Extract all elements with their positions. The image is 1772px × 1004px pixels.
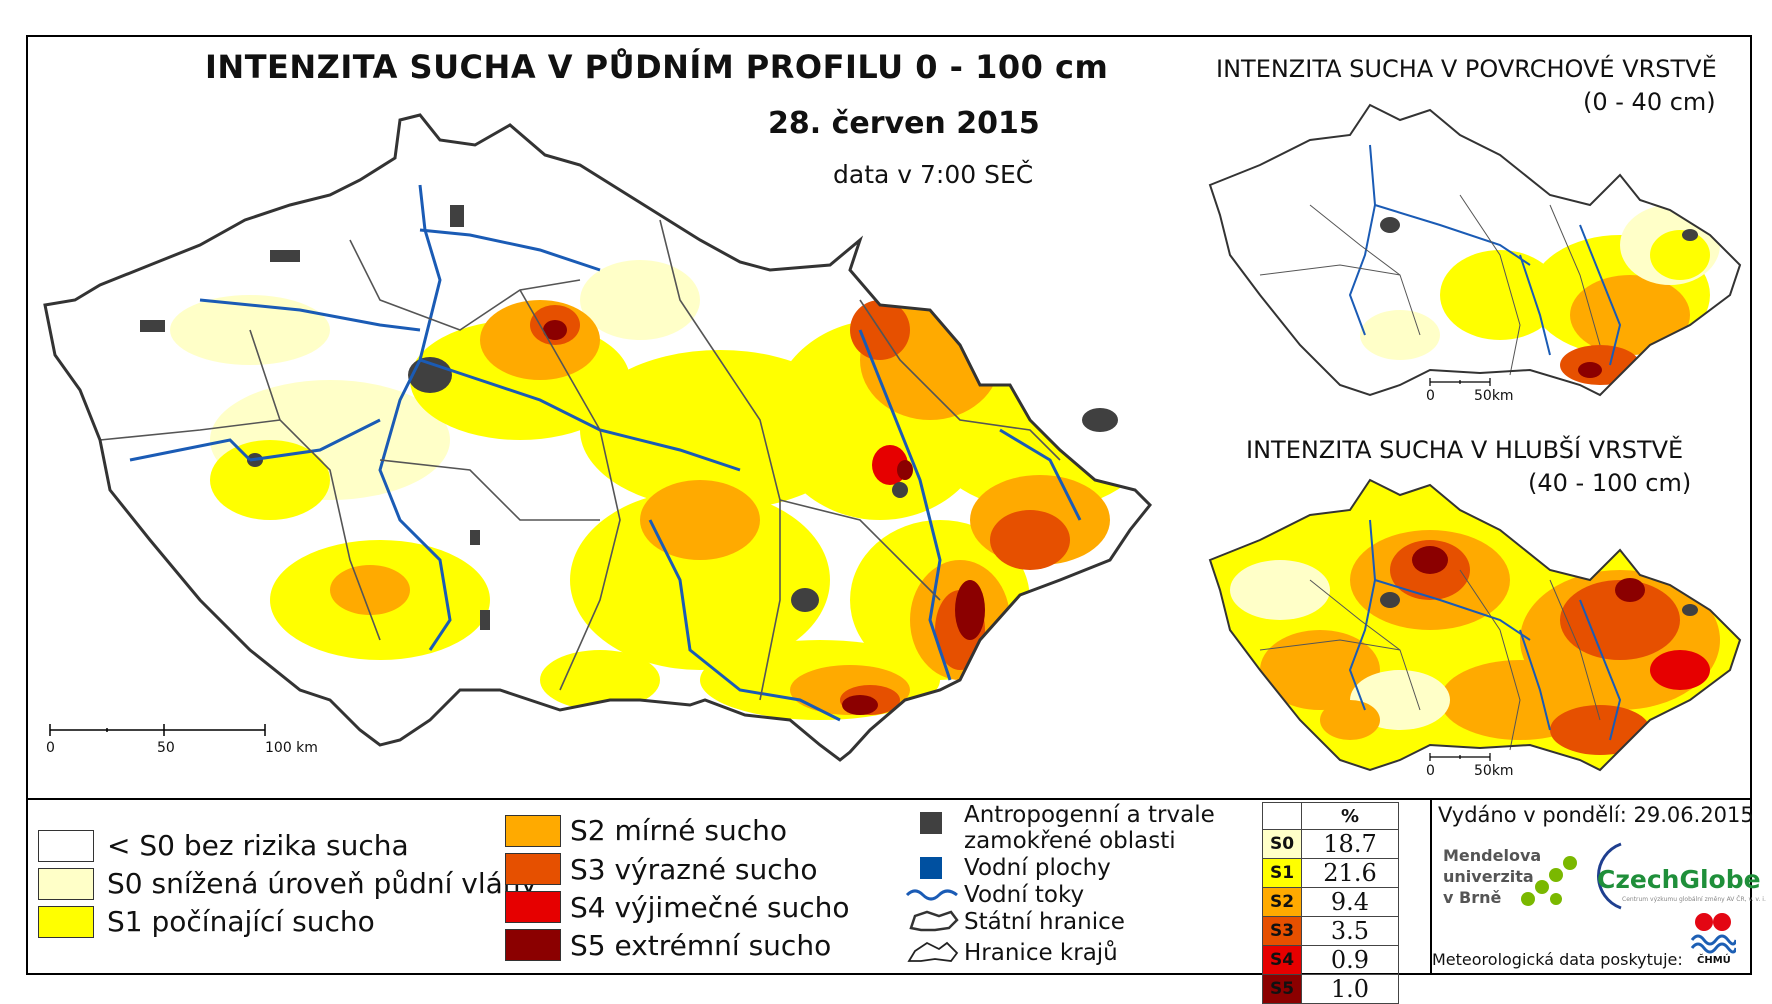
inset-bottom-map [1209, 479, 1741, 771]
issued-date: Vydáno v pondělí: 29.06.2015 [1438, 803, 1754, 827]
percent-code-s1: S1 [1262, 858, 1302, 888]
percent-code-s5: S5 [1262, 974, 1302, 1004]
main-scale-100: 100 km [265, 740, 318, 756]
percent-value-s2: 9.4 [1301, 887, 1399, 917]
legend-swatch-s2 [505, 815, 561, 847]
percent-value-s3: 3.5 [1301, 916, 1399, 946]
mendel-line2: univerzita [1443, 867, 1534, 886]
rivers-layer [129, 184, 1082, 722]
main-map-date: 28. červen 2015 [768, 106, 1040, 141]
chmu-logo-icon [1690, 913, 1736, 954]
mendel-line3: v Brně [1443, 888, 1502, 907]
legend-label-s5: S5 extrémní sucho [570, 929, 832, 962]
legend-state-border-symbol [909, 910, 959, 932]
legend-swatch-s5 [505, 929, 561, 961]
legend-river-symbol [905, 889, 958, 901]
legend-anthropogenic-line1: Antropogenní a trvale [964, 802, 1215, 828]
drought-intensity-layer [170, 260, 1150, 720]
percent-table: % S0 18.7 S1 21.6 S2 9.4 S3 3.5 S4 0.9 S… [1262, 802, 1399, 1004]
inset-bottom-scale-0: 0 [1426, 763, 1435, 779]
percent-value-s4: 0.9 [1301, 945, 1399, 975]
percent-value-s5: 1.0 [1301, 974, 1399, 1004]
legend-swatch-s4 [505, 891, 561, 923]
inset-bottom-scale-50: 50km [1474, 763, 1514, 779]
percent-code-s0: S0 [1262, 829, 1302, 859]
main-map-title: INTENZITA SUCHA V PŮDNÍM PROFILU 0 - 100… [205, 48, 1109, 86]
legend-swatch-s3 [505, 853, 561, 885]
legend-swatch-s1 [38, 906, 94, 938]
percent-value-s1: 21.6 [1301, 858, 1399, 888]
legend-divider-right [1430, 800, 1432, 975]
legend-label-s1: S1 počínající sucho [107, 905, 375, 938]
mendel-line1: Mendelova [1443, 846, 1542, 865]
main-scale-0: 0 [46, 740, 55, 756]
legend-region-border-label: Hranice krajů [964, 940, 1118, 966]
legend-state-border-label: Státní hranice [964, 909, 1125, 935]
inset-bottom-title: INTENZITA SUCHA V HLUBŠÍ VRSTVĚ [1246, 436, 1684, 464]
inset-top-title: INTENZITA SUCHA V POVRCHOVÉ VRSTVĚ [1216, 55, 1717, 83]
meteo-data-provider: Meteorologická data poskytuje: [1432, 950, 1683, 969]
inset-top-scale-0: 0 [1426, 388, 1435, 404]
legend-anthropogenic-swatch [920, 812, 942, 834]
region-borders [99, 219, 1061, 701]
legend-label-s3: S3 výrazné sucho [570, 853, 818, 886]
main-map-time: data v 7:00 SEČ [833, 160, 1034, 189]
czechglobe-logo-text: CzechGlobe [1597, 865, 1761, 894]
legend-region-border-symbol [907, 941, 959, 962]
czechglobe-arc-icon [1596, 842, 1622, 910]
legend-river-label: Vodní toky [964, 882, 1085, 908]
main-scale-50: 50 [157, 740, 175, 756]
percent-code-s2: S2 [1262, 887, 1302, 917]
czechglobe-subtitle: Centrum výzkumu globální změny AV ČR, v.… [1622, 896, 1766, 903]
percent-code-s3: S3 [1262, 916, 1302, 946]
inset-top-subtitle: (0 - 40 cm) [1583, 88, 1716, 116]
legend-divider [26, 798, 1752, 800]
mendel-logo-icon [1521, 856, 1577, 906]
percent-header: % [1301, 802, 1399, 830]
inset-top-map [1209, 104, 1741, 396]
chmu-logo-text: ČHMÚ [1697, 955, 1731, 966]
legend-water-label: Vodní plochy [964, 855, 1111, 881]
inset-bottom-subtitle: (40 - 100 cm) [1528, 469, 1692, 497]
legend-label-s4: S4 výjimečné sucho [570, 891, 850, 924]
inset-top-scale-50: 50km [1474, 388, 1514, 404]
legend-water-swatch [920, 857, 942, 879]
legend-label-s2: S2 mírné sucho [570, 814, 788, 847]
percent-value-s0: 18.7 [1301, 829, 1399, 859]
legend-label-s0: S0 snížená úroveň půdní vláhy [107, 867, 538, 900]
legend-swatch-s0-none [38, 830, 94, 862]
legend-swatch-s0 [38, 868, 94, 900]
percent-code-s4: S4 [1262, 945, 1302, 975]
mendel-university-logo-text: Mendelova univerzita v Brně [1443, 845, 1541, 908]
legend-label-s0-none: < S0 bez rizika sucha [107, 829, 409, 862]
legend-anthropogenic-line2: zamokřené oblasti [964, 828, 1176, 854]
main-scale-bar [49, 724, 266, 736]
